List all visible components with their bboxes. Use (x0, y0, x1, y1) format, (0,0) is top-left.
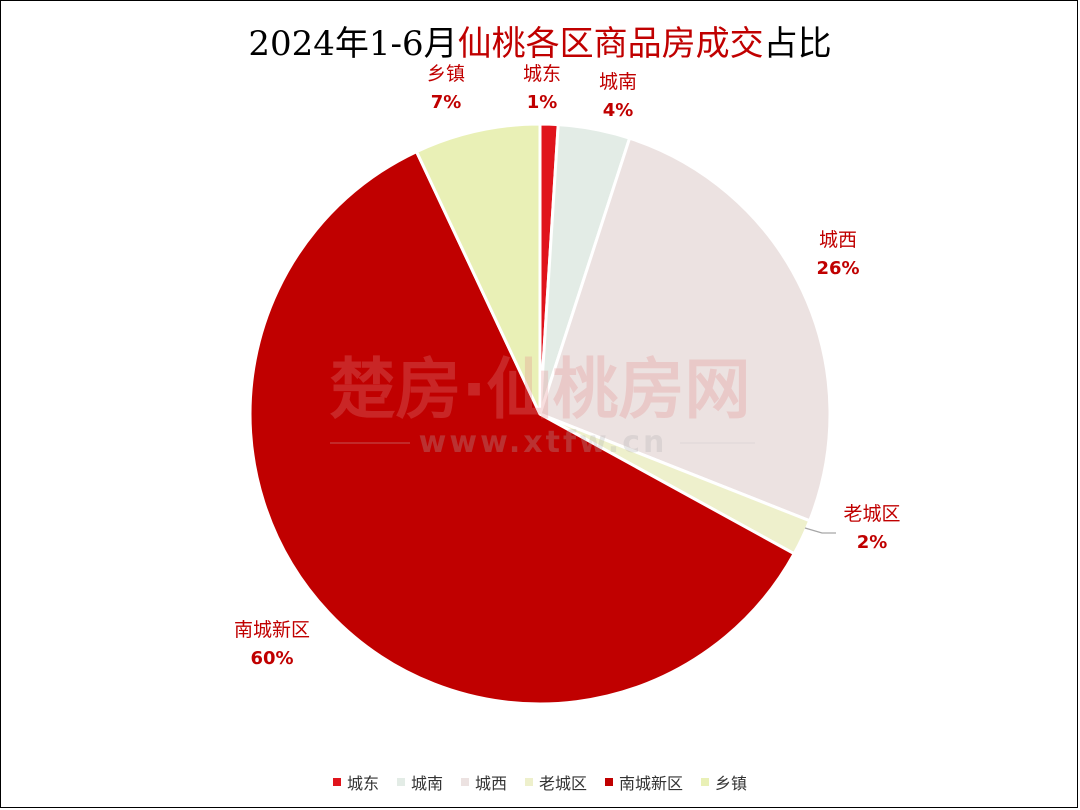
slice-value-label: 2% (857, 532, 888, 553)
chart-title: 2024年1-6月仙桃各区商品房成交占比 (0, 16, 1080, 65)
leader-line-laochengqu (804, 527, 836, 534)
slice-name-label: 城东 (523, 63, 561, 85)
legend-item: 老城区 (525, 770, 587, 794)
legend-item: 南城新区 (605, 770, 683, 794)
legend-swatch (332, 778, 341, 786)
legend-item: 城西 (460, 770, 507, 794)
pie-slice-6 (414, 122, 542, 415)
legend-label: 城南 (410, 774, 443, 793)
pie-slices (248, 122, 832, 706)
legend-item: 城南 (396, 770, 443, 794)
slice-value-label: 26% (816, 258, 859, 279)
title-prefix: 2024年1-6月 (248, 24, 458, 64)
slice-value-label: 1% (527, 92, 558, 113)
slice-value-label: 60% (250, 648, 293, 669)
pie-slice-5 (248, 149, 797, 706)
watermark-main: 楚房·仙桃房网 (329, 351, 750, 428)
watermark: 楚房·仙桃房网 www.xtfw.cn (329, 351, 755, 460)
pie-labels: 城东 1% 城南 4% 城西 26% 老城区 2% 南城新区 60% 乡镇 7% (234, 63, 901, 669)
slice-value-label: 7% (431, 92, 462, 113)
slice-name-label: 城西 (819, 229, 857, 251)
slice-name-label: 南城新区 (234, 619, 310, 641)
title-highlight: 仙桃各区商品房成交 (457, 24, 764, 64)
slice-value-label: 4% (603, 100, 634, 121)
pie-leader-lines (804, 527, 836, 534)
legend-swatch (701, 778, 710, 786)
legend-label: 南城新区 (619, 774, 684, 793)
slice-name-label: 乡镇 (427, 63, 465, 85)
legend-swatch (460, 778, 469, 786)
slice-name-label: 老城区 (843, 503, 900, 525)
legend-label: 城东 (346, 774, 379, 793)
legend-label: 老城区 (539, 774, 588, 793)
legend-label: 乡镇 (715, 774, 748, 793)
legend-label: 城西 (474, 774, 507, 793)
legend: 城东 城南 城西 老城区 南城新区 乡镇 (0, 770, 1080, 794)
legend-swatch (605, 778, 614, 786)
watermark-url: www.xtfw.cn (419, 425, 668, 460)
legend-item: 城东 (332, 770, 379, 794)
legend-swatch (396, 778, 405, 786)
pie-slice-3 (538, 136, 832, 523)
legend-item: 乡镇 (701, 770, 747, 794)
slice-name-label: 城南 (599, 71, 637, 93)
legend-swatch (525, 778, 533, 786)
title-suffix: 占比 (763, 24, 832, 64)
